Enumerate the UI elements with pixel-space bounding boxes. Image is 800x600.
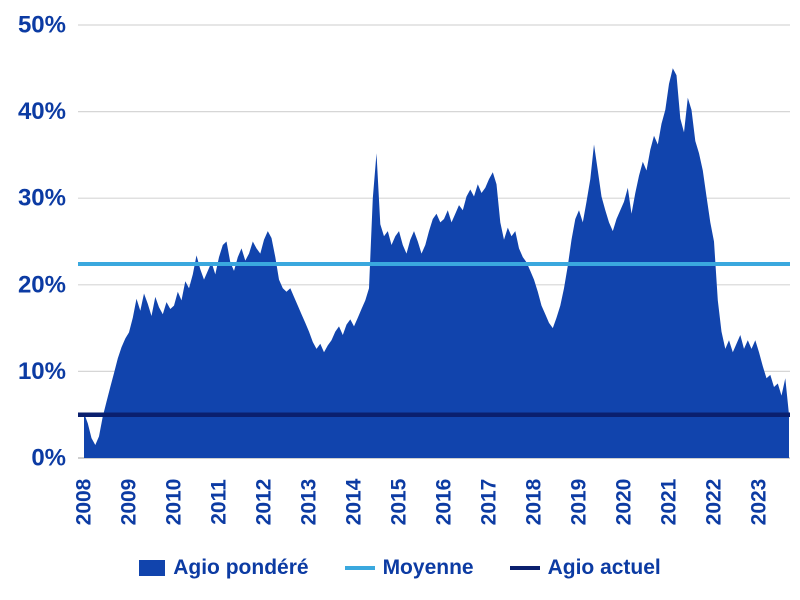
legend-item-moyenne: Moyenne [344,556,474,580]
legend-item-agio-pondere: Agio pondéré [139,556,309,580]
x-axis-tick-label: 2016 [433,479,456,526]
y-axis-tick-label: 50% [18,12,66,39]
x-axis-tick-label: 2022 [703,479,726,526]
x-axis-tick-label: 2021 [658,478,681,525]
agio-actuel-swatch-icon [509,566,540,570]
x-axis-tick-label: 2014 [343,478,366,525]
x-axis-tick-label: 2008 [73,478,96,525]
legend-item-agio-actuel: Agio actuel [509,556,661,580]
x-axis-tick-label: 2018 [523,478,546,525]
moyenne-swatch-icon [344,566,375,570]
x-axis-tick-label: 2011 [208,479,231,525]
x-axis-tick-label: 2017 [478,479,501,526]
x-axis-tick-label: 2010 [163,479,186,526]
x-axis-tick-label: 2012 [253,479,276,526]
y-axis-tick-label: 10% [18,358,66,385]
x-axis-tick-label: 2009 [118,479,141,526]
x-axis-tick-label: 2023 [748,479,771,526]
y-axis-tick-label: 40% [18,98,66,125]
agio-pondere-swatch-icon [139,560,166,576]
y-axis-tick-label: 0% [31,445,66,472]
y-axis-tick-label: 20% [18,271,66,298]
x-axis-tick-label: 2013 [298,479,321,526]
x-axis-tick-label: 2019 [568,479,591,526]
legend: Agio pondéré Moyenne Agio actuel [0,556,800,580]
legend-label-agio-actuel: Agio actuel [547,556,661,579]
legend-label-agio-pondere: Agio pondéré [173,556,309,579]
legend-label-moyenne: Moyenne [382,556,474,579]
x-axis-tick-label: 2020 [613,479,636,526]
y-axis-tick-label: 30% [18,185,66,212]
x-axis-tick-label: 2015 [388,478,411,525]
